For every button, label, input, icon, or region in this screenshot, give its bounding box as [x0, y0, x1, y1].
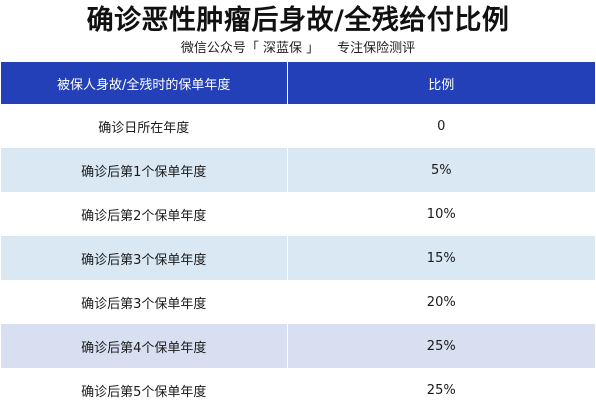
table-row: 确诊后第1个保单年度 5% — [1, 148, 595, 192]
ratio-cell: 10% — [287, 192, 595, 236]
subtitle-slogan: 专注保险测评 — [337, 41, 416, 56]
ratio-cell: 0 — [287, 104, 595, 148]
subtitle-account: 微信公众号「 深蓝保 」 — [180, 41, 320, 56]
table-row: 确诊后第2个保单年度 10% — [1, 192, 595, 236]
payout-ratio-table: 被保人身故/全残时的保单年度 比例 确诊日所在年度 0 确诊后第1个保单年度 5… — [1, 62, 595, 412]
policy-year-cell: 确诊后第1个保单年度 — [1, 148, 288, 192]
policy-year-cell: 确诊后第3个保单年度 — [1, 280, 288, 324]
table-row: 确诊后第5个保单年度 25% — [1, 368, 595, 412]
policy-year-cell: 确诊日所在年度 — [1, 104, 288, 148]
ratio-cell: 25% — [287, 324, 595, 368]
page-title: 确诊恶性肿瘤后身故/全残给付比例 — [86, 5, 510, 36]
table-header-row: 被保人身故/全残时的保单年度 比例 — [1, 62, 595, 104]
table-row: 确诊日所在年度 0 — [1, 104, 595, 148]
column-header-policy-year: 被保人身故/全残时的保单年度 — [1, 62, 288, 104]
table-row: 确诊后第4个保单年度 25% — [1, 324, 595, 368]
column-header-ratio: 比例 — [287, 62, 595, 104]
ratio-cell: 20% — [287, 280, 595, 324]
table-row: 确诊后第3个保单年度 15% — [1, 236, 595, 280]
policy-year-cell: 确诊后第4个保单年度 — [1, 324, 288, 368]
policy-year-cell: 确诊后第3个保单年度 — [1, 236, 288, 280]
subtitle: 微信公众号「 深蓝保 」 专注保险测评 — [0, 40, 596, 58]
ratio-cell: 15% — [287, 236, 595, 280]
policy-year-cell: 确诊后第5个保单年度 — [1, 368, 288, 412]
ratio-cell: 25% — [287, 368, 595, 412]
policy-year-cell: 确诊后第2个保单年度 — [1, 192, 288, 236]
table-row: 确诊后第3个保单年度 20% — [1, 280, 595, 324]
ratio-cell: 5% — [287, 148, 595, 192]
